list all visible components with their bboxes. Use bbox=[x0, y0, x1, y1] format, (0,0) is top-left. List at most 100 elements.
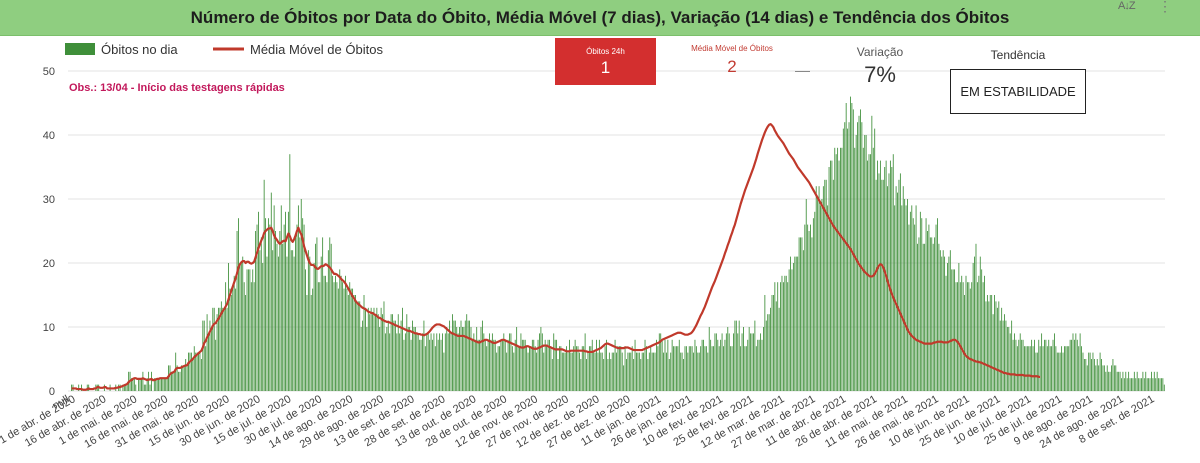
bar bbox=[1153, 371, 1155, 391]
bar bbox=[1093, 359, 1095, 391]
bar bbox=[1121, 378, 1122, 391]
bar bbox=[840, 147, 841, 391]
bar bbox=[122, 384, 124, 391]
bar bbox=[563, 352, 565, 391]
bar bbox=[922, 243, 924, 391]
bar bbox=[944, 256, 946, 391]
bar bbox=[680, 352, 682, 391]
bar bbox=[200, 359, 202, 391]
bar bbox=[991, 295, 993, 391]
bar bbox=[855, 135, 857, 391]
bar bbox=[586, 359, 587, 391]
bar bbox=[1125, 371, 1127, 391]
bar bbox=[1059, 352, 1061, 391]
bar bbox=[362, 320, 364, 391]
bar bbox=[797, 256, 799, 391]
bar bbox=[484, 339, 486, 391]
bar bbox=[238, 218, 239, 391]
bar bbox=[748, 327, 750, 391]
bar bbox=[911, 205, 913, 391]
bar bbox=[711, 346, 713, 391]
bar bbox=[133, 378, 135, 391]
bar bbox=[299, 237, 301, 391]
bar bbox=[1143, 378, 1145, 391]
bar bbox=[907, 199, 908, 391]
bar bbox=[992, 314, 994, 391]
bar bbox=[306, 295, 308, 391]
bar bbox=[486, 346, 488, 391]
card-tendencia[interactable]: Tendência EM ESTABILIDADE bbox=[950, 48, 1086, 114]
bar bbox=[815, 186, 817, 391]
bar bbox=[574, 339, 576, 391]
bar bbox=[576, 346, 577, 391]
bar bbox=[305, 269, 306, 391]
bar bbox=[1075, 333, 1077, 391]
bar bbox=[86, 384, 88, 391]
bar bbox=[690, 346, 692, 391]
bar bbox=[530, 346, 532, 391]
bar bbox=[262, 263, 264, 391]
bar bbox=[771, 295, 773, 391]
bar bbox=[510, 333, 512, 391]
bar bbox=[467, 320, 469, 391]
bar bbox=[904, 199, 906, 391]
bar bbox=[1081, 346, 1082, 391]
bar bbox=[594, 352, 596, 391]
bar bbox=[949, 250, 951, 391]
sort-az-icon[interactable]: A↓Z bbox=[1118, 0, 1136, 12]
bar bbox=[345, 275, 346, 391]
bar bbox=[296, 224, 298, 391]
bar bbox=[981, 269, 983, 391]
bar bbox=[252, 269, 254, 391]
bar bbox=[1035, 352, 1037, 391]
bar bbox=[800, 237, 801, 391]
bar bbox=[924, 243, 926, 391]
bar bbox=[232, 288, 234, 391]
bar bbox=[282, 243, 284, 391]
card-media-movel[interactable]: Média Móvel de Óbitos 2 bbox=[682, 44, 782, 77]
bar bbox=[677, 346, 679, 391]
bar bbox=[258, 211, 259, 391]
bar bbox=[253, 282, 255, 391]
bar bbox=[663, 352, 665, 391]
bar bbox=[971, 282, 973, 391]
bar bbox=[497, 346, 499, 391]
legend-label-line: Média Móvel de Óbitos bbox=[250, 42, 383, 57]
bar bbox=[601, 352, 603, 391]
bar bbox=[674, 346, 676, 391]
bar bbox=[343, 288, 345, 391]
bar bbox=[935, 224, 937, 391]
bar bbox=[731, 346, 733, 391]
bar bbox=[767, 314, 769, 391]
more-vert-icon[interactable]: ⋮ bbox=[1158, 0, 1172, 14]
bar bbox=[737, 333, 739, 391]
bar bbox=[827, 205, 829, 391]
bar bbox=[637, 352, 639, 391]
card-variacao[interactable]: Variação 7% bbox=[843, 45, 917, 88]
bar bbox=[501, 339, 503, 391]
bar bbox=[369, 314, 371, 391]
bar bbox=[666, 352, 667, 391]
bar bbox=[240, 263, 242, 391]
bar bbox=[422, 333, 423, 391]
bar bbox=[453, 320, 455, 391]
bar bbox=[798, 237, 800, 391]
bar bbox=[810, 224, 811, 391]
bar bbox=[146, 378, 148, 391]
bar bbox=[979, 256, 981, 391]
bar bbox=[332, 275, 334, 391]
card-obitos-24h[interactable]: Óbitos 24h 1 bbox=[555, 38, 656, 85]
bar bbox=[155, 378, 157, 391]
bar bbox=[668, 359, 670, 391]
bar bbox=[163, 378, 165, 391]
bar bbox=[359, 301, 361, 391]
bar bbox=[409, 327, 411, 391]
bar bbox=[778, 307, 780, 391]
bar bbox=[1152, 378, 1154, 391]
bar bbox=[588, 346, 590, 391]
bar bbox=[934, 237, 936, 391]
bar bbox=[1011, 320, 1013, 391]
bar bbox=[1004, 314, 1005, 391]
bar bbox=[881, 179, 883, 391]
bar bbox=[978, 275, 980, 391]
